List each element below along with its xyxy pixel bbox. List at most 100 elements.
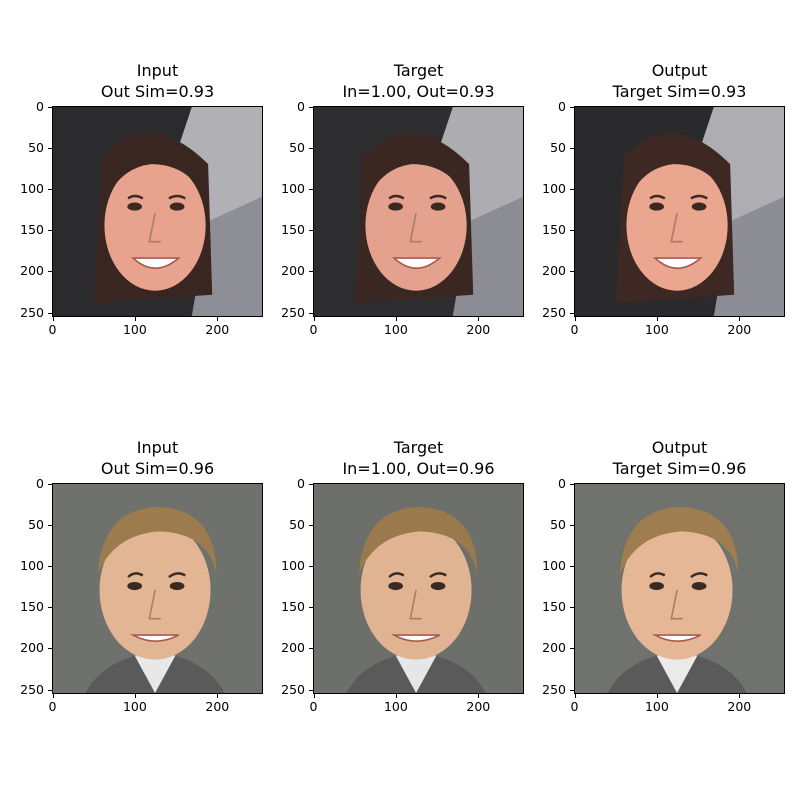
y-tick-mark (570, 147, 574, 149)
y-tick-mark (48, 689, 52, 691)
face-image (313, 483, 524, 694)
x-tick-mark (134, 317, 136, 321)
image-panel (574, 106, 785, 317)
panel-title: Input Out Sim=0.96 (28, 437, 288, 479)
y-tick-label: 50 (28, 516, 44, 532)
y-tick-label: 50 (289, 516, 305, 532)
x-tick-label: 200 (205, 699, 230, 714)
x-tick-mark (739, 317, 741, 321)
y-tick-label: 250 (281, 304, 305, 320)
x-tick-mark (574, 694, 576, 698)
y-tick-mark (309, 524, 313, 526)
y-tick-mark (309, 312, 313, 314)
x-tick-mark (656, 317, 658, 321)
x-tick-label: 200 (466, 322, 491, 337)
y-tick-label: 0 (297, 98, 305, 114)
panel-title-line2: Out Sim=0.96 (100, 459, 215, 478)
x-tick-label: 200 (466, 699, 491, 714)
y-tick-mark (309, 689, 313, 691)
image-panel (574, 483, 785, 694)
x-tick-mark (478, 694, 480, 698)
panel-title-line2: In=1.00, Out=0.93 (342, 82, 495, 101)
y-tick-label: 100 (281, 180, 305, 196)
y-tick-mark (570, 607, 574, 609)
x-tick-mark (217, 694, 219, 698)
x-tick-label: 100 (644, 699, 669, 714)
x-tick-mark (574, 317, 576, 321)
face-image (574, 106, 785, 317)
y-tick-label: 100 (281, 557, 305, 573)
x-tick-label: 0 (48, 322, 57, 337)
y-tick-mark (570, 106, 574, 108)
y-tick-mark (309, 648, 313, 650)
panel-title-line1: Target (393, 61, 444, 80)
y-tick-label: 50 (28, 139, 44, 155)
y-tick-mark (309, 483, 313, 485)
panel-title-line1: Input (136, 438, 179, 457)
x-tick-mark (656, 694, 658, 698)
image-panel (52, 483, 263, 694)
y-tick-label: 150 (20, 222, 44, 238)
y-tick-mark (570, 188, 574, 190)
y-tick-label: 100 (542, 557, 566, 573)
x-tick-mark (739, 694, 741, 698)
y-tick-mark (48, 230, 52, 232)
x-tick-label: 0 (48, 699, 57, 714)
x-tick-mark (52, 317, 54, 321)
panel-title: Target In=1.00, Out=0.96 (289, 437, 549, 479)
y-tick-label: 200 (281, 263, 305, 279)
y-tick-label: 200 (542, 263, 566, 279)
y-tick-label: 250 (542, 681, 566, 697)
x-tick-mark (395, 317, 397, 321)
image-panel (52, 106, 263, 317)
x-tick-label: 0 (309, 322, 318, 337)
panel-title: Output Target Sim=0.93 (550, 60, 800, 102)
y-tick-mark (48, 147, 52, 149)
panel-title-line1: Output (651, 61, 708, 80)
y-tick-label: 250 (281, 681, 305, 697)
x-tick-label: 0 (570, 699, 579, 714)
y-tick-mark (309, 271, 313, 273)
x-tick-label: 100 (122, 699, 147, 714)
y-tick-mark (309, 607, 313, 609)
y-tick-label: 100 (20, 557, 44, 573)
y-tick-label: 200 (20, 263, 44, 279)
panel-title-line2: In=1.00, Out=0.96 (342, 459, 495, 478)
y-tick-label: 100 (542, 180, 566, 196)
x-tick-label: 100 (383, 699, 408, 714)
y-tick-label: 250 (20, 681, 44, 697)
y-tick-label: 150 (542, 599, 566, 615)
y-tick-mark (48, 271, 52, 273)
panel-title: Input Out Sim=0.93 (28, 60, 288, 102)
x-tick-label: 100 (122, 322, 147, 337)
y-tick-mark (570, 271, 574, 273)
x-tick-label: 0 (309, 699, 318, 714)
y-tick-mark (48, 188, 52, 190)
panel-title-line2: Out Sim=0.93 (100, 82, 215, 101)
image-panel (313, 106, 524, 317)
y-tick-label: 200 (20, 640, 44, 656)
y-tick-label: 0 (297, 475, 305, 491)
panel-title: Output Target Sim=0.96 (550, 437, 800, 479)
y-tick-mark (48, 312, 52, 314)
face-image (52, 483, 263, 694)
y-tick-label: 250 (20, 304, 44, 320)
y-tick-label: 0 (36, 98, 44, 114)
panel-title-line1: Input (136, 61, 179, 80)
y-tick-mark (570, 565, 574, 567)
y-tick-label: 150 (542, 222, 566, 238)
panel-title: Target In=1.00, Out=0.93 (289, 60, 549, 102)
x-tick-label: 200 (205, 322, 230, 337)
x-tick-mark (395, 694, 397, 698)
y-tick-label: 200 (542, 640, 566, 656)
x-tick-mark (313, 694, 315, 698)
x-tick-mark (478, 317, 480, 321)
face-image (313, 106, 524, 317)
x-tick-mark (52, 694, 54, 698)
y-tick-mark (48, 106, 52, 108)
x-tick-label: 200 (727, 699, 752, 714)
y-tick-label: 100 (20, 180, 44, 196)
y-tick-mark (309, 147, 313, 149)
panel-title-line2: Target Sim=0.96 (612, 459, 747, 478)
y-tick-label: 200 (281, 640, 305, 656)
